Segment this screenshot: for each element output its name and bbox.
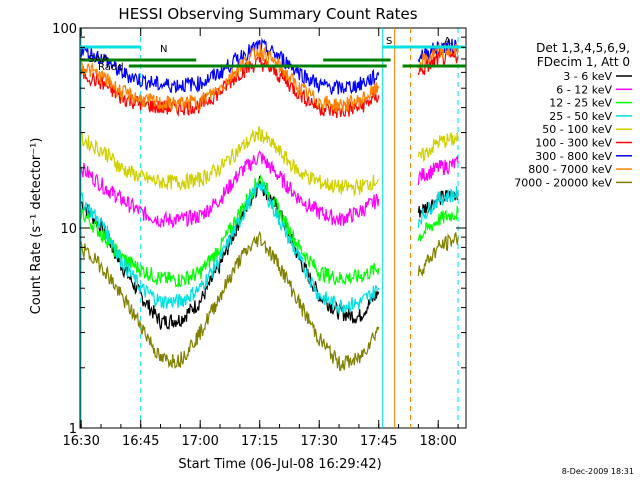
series-8-trace-0: [80, 230, 380, 371]
series-4-trace-0: [80, 125, 380, 197]
series-2-trace-0: [80, 174, 380, 288]
legend-label-2: 12 - 25 keV: [549, 97, 612, 110]
x-tick-label-3: 17:15: [241, 434, 278, 449]
annotation-radd: Radd: [98, 62, 124, 73]
legend-label-5: 100 - 300 keV: [535, 137, 612, 150]
series-2: [80, 174, 459, 288]
series-8: [80, 230, 459, 371]
series-7-trace-0: [80, 44, 380, 113]
x-tick-label-1: 16:45: [122, 434, 159, 449]
x-tick-label-4: 17:30: [300, 434, 337, 449]
series-4-trace-1: [417, 132, 459, 163]
legend-label-4: 50 - 100 keV: [542, 123, 612, 136]
legend: Det 1,3,4,5,6,9, FDecim 1, Att 0 3 - 6 k…: [514, 41, 632, 189]
y-tick-label-2: 100: [52, 22, 77, 37]
legend-header-line-2: FDecim 1, Att 0: [537, 55, 630, 69]
series-1-trace-1: [417, 155, 459, 186]
annotation-a: A: [444, 36, 451, 47]
legend-label-1: 6 - 12 keV: [556, 83, 612, 96]
x-axis-label: Start Time (06-Jul-08 16:29:42): [178, 457, 381, 472]
series-0-trace-0: [81, 175, 380, 331]
annotation-n: N: [160, 44, 167, 55]
legend-label-7: 800 - 7000 keV: [528, 163, 612, 176]
legend-label-6: 300 - 800 keV: [535, 150, 612, 163]
series-1-trace-0: [80, 150, 380, 229]
y-tick-label-1: 10: [60, 222, 77, 237]
series-2-trace-1: [417, 206, 459, 242]
series-3-trace-0: [80, 181, 380, 315]
x-tick-label-0: 16:30: [62, 434, 99, 449]
axes: 16:30 16:45 17:00 17:15 17:30 17:45 18:00 1 10 10…: [52, 22, 466, 449]
series-3-trace-1: [417, 185, 459, 228]
x-tick-label-5: 17:45: [360, 434, 397, 449]
series-4: [80, 125, 459, 197]
plot-area: [79, 27, 467, 429]
y-tick-label-0: 1: [69, 422, 77, 437]
legend-label-0: 3 - 6 keV: [563, 70, 612, 83]
legend-label-3: 25 - 50 keV: [549, 110, 612, 123]
series-1: [80, 150, 459, 229]
annotation-saa: SAA: [88, 54, 109, 65]
region-markers: [80, 28, 459, 428]
footer-date: 8-Dec-2009 18:31: [562, 467, 634, 476]
annotation-s: S: [386, 36, 392, 47]
chart-title: HESSI Observing Summary Count Rates: [118, 5, 417, 23]
plot-frame: [79, 27, 467, 429]
series-3: [80, 181, 459, 315]
x-tick-label-6: 18:00: [419, 434, 456, 449]
series-6-trace-0: [80, 37, 380, 95]
series-8-trace-1: [417, 231, 459, 278]
x-tick-label-2: 17:00: [181, 434, 218, 449]
legend-header-line-1: Det 1,3,4,5,6,9,: [536, 41, 630, 55]
series-layer: [80, 37, 459, 371]
legend-label-8: 7000 - 20000 keV: [514, 176, 612, 189]
y-axis-label: Count Rate (s⁻¹ detector⁻¹): [29, 138, 44, 315]
